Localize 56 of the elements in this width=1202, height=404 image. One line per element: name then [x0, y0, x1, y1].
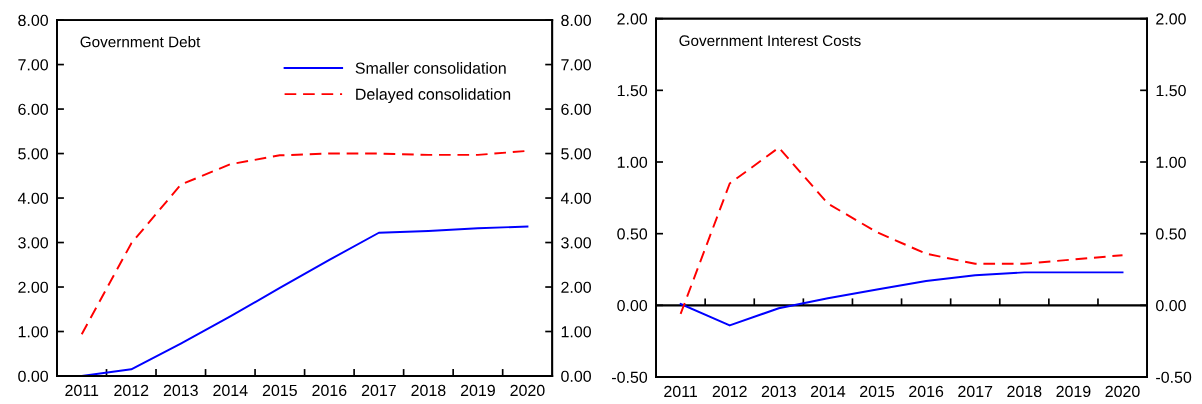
y2-tick-label: 4.00 [560, 192, 591, 204]
y2-tick-label: 0.00 [1156, 299, 1186, 312]
x-tick-label: 2014 [213, 384, 248, 397]
y-tick-label: 8.00 [18, 14, 49, 27]
y-tick-label: 1.00 [617, 156, 648, 168]
y2-tick-label: 1.00 [1156, 156, 1186, 168]
y2-tick-label: 7.00 [561, 59, 591, 71]
x-tick-label: 2018 [1007, 385, 1042, 398]
y2-tick-label: 5.00 [561, 148, 591, 160]
y-tick-label: -0.50 [612, 371, 648, 383]
x-tick-label: 2020 [1105, 385, 1140, 398]
legend-label: Smaller consolidation [355, 62, 506, 74]
y2-tick-label: 2.00 [561, 281, 591, 293]
y2-tick-label: 6.00 [561, 103, 591, 115]
y-tick-label: 2.00 [617, 13, 648, 25]
x-tick-label: 2019 [460, 384, 495, 397]
y2-tick-label: 3.00 [561, 237, 591, 249]
y-tick-label: 7.00 [18, 59, 49, 71]
y2-tick-label: 1.00 [561, 326, 591, 338]
line-series [679, 271, 1124, 327]
legend-label: Delayed consolidation [356, 88, 511, 104]
y-tick-label: 0.50 [617, 228, 648, 240]
x-tick-label: 2014 [810, 385, 846, 398]
y-tick-label: 1.50 [617, 84, 648, 97]
text: Government Interest Costs [679, 35, 861, 47]
y-tick-label: 0.00 [18, 370, 49, 382]
text: Government Debt [80, 36, 201, 48]
x-tick-label: 2020 [510, 384, 545, 397]
x-tick-label: 2017 [958, 385, 993, 398]
x-tick-label: 2011 [664, 385, 697, 398]
y-tick-label: 0.00 [617, 299, 648, 312]
y2-tick-label: 8.00 [561, 14, 591, 27]
x-tick-label: 2018 [411, 384, 446, 397]
y-tick-label: 4.00 [17, 192, 49, 204]
y2-tick-label: -0.50 [1156, 371, 1192, 383]
x-tick-label: 2017 [361, 384, 396, 397]
x-tick-label: 2019 [1056, 385, 1091, 398]
x-tick-label: 2015 [262, 384, 297, 397]
y2-tick-label: 0.00 [561, 370, 591, 382]
x-tick-label: 2012 [712, 385, 747, 398]
x-tick-label: 2016 [312, 384, 347, 397]
x-tick-label: 2013 [761, 385, 796, 398]
x-tick-label: 2013 [163, 384, 198, 397]
line-series [679, 146, 1124, 315]
y-tick-label: 6.00 [18, 103, 49, 115]
x-tick-label: 2015 [860, 385, 895, 398]
y2-tick-label: 2.00 [1156, 13, 1186, 25]
x-tick-label: 2016 [909, 385, 944, 398]
y-tick-label: 1.00 [18, 326, 49, 338]
y-tick-label: 3.00 [18, 237, 49, 249]
y2-tick-label: 0.50 [1156, 228, 1186, 240]
y-tick-label: 2.00 [18, 281, 49, 293]
x-tick-label: 2011 [65, 384, 99, 397]
x-tick-label: 2012 [114, 384, 149, 397]
y2-tick-label: 1.50 [1156, 84, 1186, 97]
y-tick-label: 5.00 [18, 148, 49, 160]
